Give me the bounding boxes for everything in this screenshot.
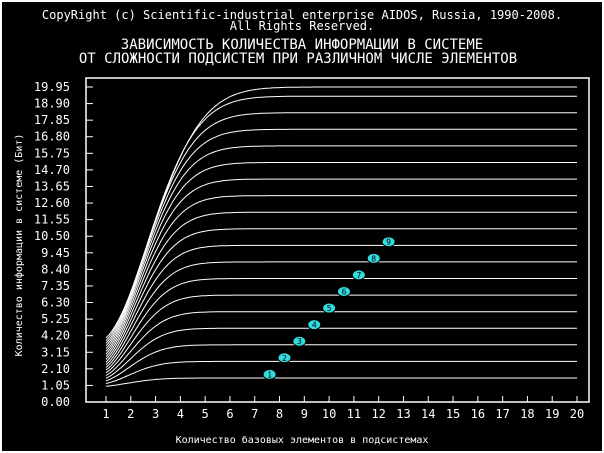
y-axis-ticks: 0.00 1.05 2.10 3.15 4.20 5.25 6.30 7.35 8.40 9.45… <box>34 80 93 409</box>
series-marker <box>277 352 292 364</box>
series-marker-label: 2 <box>282 354 287 363</box>
x-tick-label: 16 <box>471 407 485 421</box>
series-line <box>105 327 577 379</box>
chart-title: ЗАВИСИМОСТЬ КОЛИЧЕСТВА ИНФОРМАЦИИ В СИСТ… <box>121 37 483 53</box>
series-line <box>105 311 577 376</box>
series-line <box>105 377 577 387</box>
x-axis-ticks: 1 2 3 4 5 6 7 8 9 10 11 12 13 14 15 16 17 18 19 20 <box>102 396 584 421</box>
plot-area <box>85 77 590 403</box>
x-tick-label: 4 <box>177 407 184 421</box>
x-tick-label: 13 <box>396 407 410 421</box>
series-marker-label: 4 <box>312 321 317 330</box>
y-tick-label: 10.50 <box>34 229 70 243</box>
series-marker-label: 1 <box>267 370 272 379</box>
x-tick-label: 1 <box>102 407 109 421</box>
x-tick-label: 2 <box>127 407 134 421</box>
y-tick-label: 12.60 <box>34 196 70 210</box>
x-tick-label: 3 <box>152 407 159 421</box>
y-tick-label: 13.65 <box>34 179 70 193</box>
y-tick-label: 6.30 <box>41 296 70 310</box>
series-line <box>105 145 577 349</box>
series-lines <box>105 86 577 387</box>
y-tick-label: 4.20 <box>41 329 70 343</box>
y-tick-label: 16.80 <box>34 130 70 144</box>
y-axis-label: Количество информации в системе (Бит) <box>13 134 25 357</box>
series-marker <box>322 302 337 314</box>
series-marker <box>366 252 381 264</box>
series-markers: 1 2 3 4 5 67 8 9 <box>262 236 396 380</box>
series-marker <box>292 335 307 347</box>
x-tick-label: 7 <box>251 407 258 421</box>
copyright-line-2: All Rights Reserved. <box>230 19 375 33</box>
series-marker <box>307 319 322 331</box>
x-axis-label: Количество базовых элементов в подсистем… <box>176 434 429 446</box>
copyright-line-1: CopyRight (c) Scientific-industrial ente… <box>42 8 562 22</box>
y-tick-label: 11.55 <box>34 213 70 227</box>
x-tick-label: 18 <box>520 407 534 421</box>
x-tick-label: 8 <box>276 407 283 421</box>
x-tick-label: 15 <box>446 407 460 421</box>
x-tick-label: 20 <box>570 407 584 421</box>
y-tick-label: 9.45 <box>41 246 70 260</box>
series-marker-label: 6 <box>342 287 347 296</box>
y-tick-label: 8.40 <box>41 262 70 276</box>
series-line <box>105 178 577 355</box>
x-tick-label: 10 <box>322 407 336 421</box>
series-marker-label: 8 <box>371 254 376 263</box>
x-tick-label: 17 <box>495 407 509 421</box>
y-tick-label: 1.05 <box>41 378 70 392</box>
y-tick-label: 17.85 <box>34 113 70 127</box>
series-line <box>105 344 577 382</box>
series-line <box>105 195 577 358</box>
series-marker <box>381 236 396 248</box>
y-tick-label: 15.75 <box>34 146 70 160</box>
x-tick-label: 19 <box>545 407 559 421</box>
series-marker-label: 3 <box>297 337 302 346</box>
series-marker <box>262 368 277 380</box>
series-line <box>105 360 577 384</box>
x-tick-label: 12 <box>371 407 385 421</box>
x-tick-label: 14 <box>421 407 435 421</box>
x-tick-label: 11 <box>347 407 361 421</box>
series-line <box>105 228 577 363</box>
series-line <box>105 211 577 360</box>
series-marker-label: 9 <box>386 238 391 247</box>
x-tick-label: 6 <box>226 407 233 421</box>
series-line <box>105 86 577 339</box>
y-tick-label: 18.90 <box>34 97 70 111</box>
series-line <box>105 278 577 371</box>
series-line <box>105 244 577 366</box>
chart-subtitle: ОТ СЛОЖНОСТИ ПОДСИСТЕМ ПРИ РАЗЛИЧНОМ ЧИС… <box>79 51 517 67</box>
series-marker-label: 7 <box>356 271 361 280</box>
series-line <box>105 261 577 368</box>
y-tick-label: 19.95 <box>34 80 70 94</box>
y-tick-label: 2.10 <box>41 362 70 376</box>
y-tick-label: 5.25 <box>41 312 70 326</box>
y-tick-label: 14.70 <box>34 163 70 177</box>
series-line <box>105 112 577 344</box>
y-tick-label: 3.15 <box>41 345 70 359</box>
series-line <box>105 162 577 352</box>
y-tick-label: 0.00 <box>41 395 70 409</box>
series-marker <box>336 285 351 297</box>
series-marker <box>351 269 366 281</box>
x-tick-label: 9 <box>301 407 308 421</box>
y-tick-label: 7.35 <box>41 279 70 293</box>
x-tick-label: 5 <box>202 407 209 421</box>
series-line <box>105 128 577 347</box>
series-marker-label: 5 <box>327 304 332 313</box>
